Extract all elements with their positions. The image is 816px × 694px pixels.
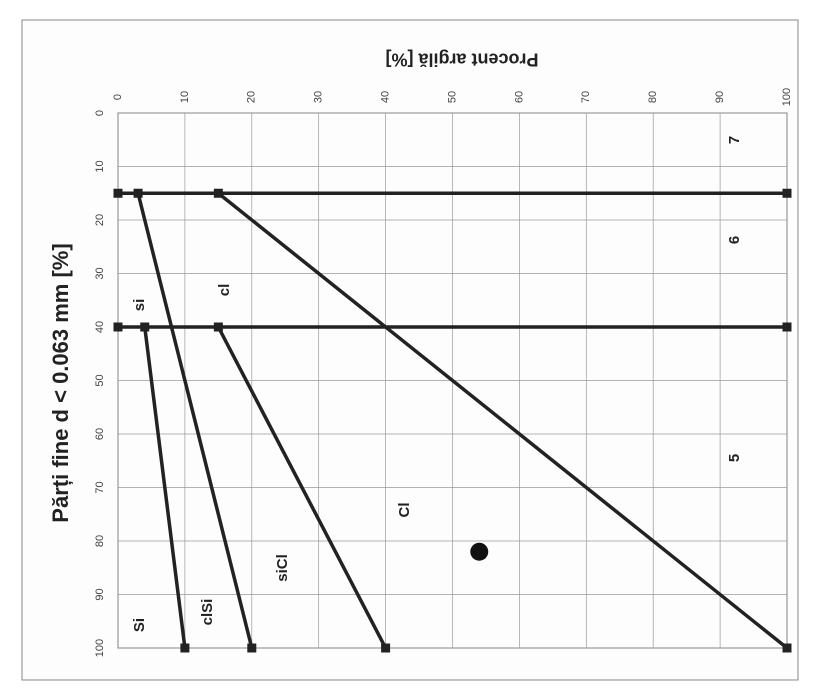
point-marker [381,643,391,653]
point-marker [113,322,123,332]
line-segment [217,191,789,650]
x-tick-label: 90 [94,588,106,600]
y-tick-label: 70 [580,91,592,103]
x-tick-label: 40 [94,321,106,333]
region-label: siCl [274,554,291,582]
axis-label: Procent argilă [%] [385,49,538,69]
region-label: 5 [726,454,743,462]
x-tick-label: 20 [94,214,106,226]
x-tick-label: 70 [94,481,106,493]
region-label: clSi [199,599,216,626]
line-segment [143,326,187,649]
x-tick-label: 10 [94,160,106,172]
point-marker [782,643,792,653]
point-marker [247,643,257,653]
point-marker [213,322,223,332]
region-label: 6 [726,236,743,244]
region-label: Si [131,618,148,632]
y-tick-label: 50 [446,91,458,103]
region-label: Cl [396,503,413,518]
y-tick-label: 80 [647,91,659,103]
line-segment [136,192,254,649]
y-tick-label: 30 [313,91,325,103]
y-tick-label: 60 [513,91,525,103]
point-marker [133,188,143,198]
chart-title: Părți fine d < 0.063 mm [%] [48,243,73,522]
region-label: cl [216,284,233,297]
x-tick-label: 60 [94,428,106,440]
y-tick-label: 40 [380,91,392,103]
y-tick-label: 20 [246,91,258,103]
x-tick-label: 80 [94,535,106,547]
line-segment [216,326,388,649]
region-label: si [131,299,148,312]
point-marker [180,643,190,653]
y-tick-label: 10 [179,91,191,103]
x-tick-label: 50 [94,374,106,386]
frame [21,19,799,681]
y-tick-label: 100 [781,88,793,106]
x-tick-label: 100 [94,639,106,657]
point-marker [213,188,223,198]
x-tick-label: 30 [94,267,106,279]
y-tick-label: 0 [112,94,124,100]
point-marker [140,322,150,332]
point-marker [113,188,123,198]
x-tick-label: 0 [94,110,106,116]
point-marker [782,322,792,332]
point [470,542,489,561]
point-marker [782,188,792,198]
y-tick-label: 90 [714,91,726,103]
region-label: 7 [726,136,743,144]
